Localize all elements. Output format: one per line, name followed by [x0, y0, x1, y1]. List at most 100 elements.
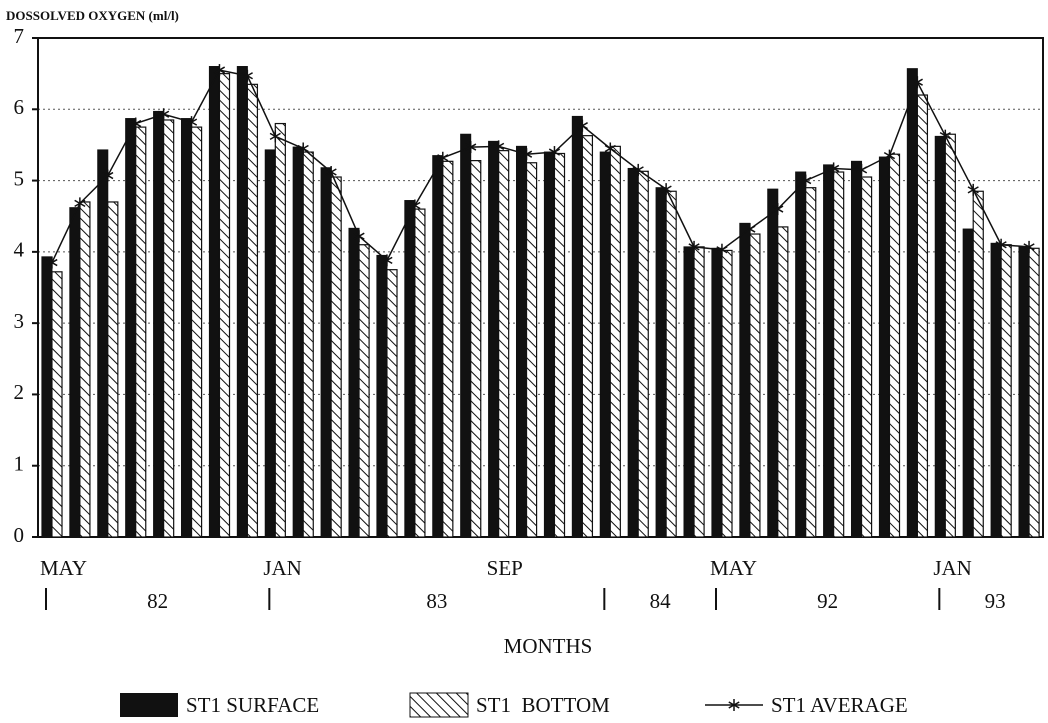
- average-marker: [967, 183, 979, 196]
- marker-stroke: [185, 118, 198, 126]
- bar: [972, 190, 984, 538]
- average-marker: [660, 183, 672, 196]
- bar: [292, 146, 304, 538]
- bar: [358, 244, 370, 538]
- bar: [498, 150, 510, 538]
- bar: [107, 201, 119, 538]
- y-tick-label: 5: [14, 166, 25, 190]
- average-marker: [213, 64, 226, 77]
- average-marker: [325, 166, 337, 179]
- bar: [190, 126, 203, 538]
- bar: [442, 160, 454, 538]
- bar: [777, 226, 789, 538]
- y-tick-label: 7: [14, 24, 25, 48]
- x-tick-label: MAY: [40, 556, 87, 580]
- bar: [571, 115, 583, 538]
- marker-stroke: [520, 150, 533, 158]
- bar: [208, 66, 220, 538]
- marker-stroke: [437, 154, 449, 162]
- marker-stroke: [241, 72, 253, 80]
- marker-stroke: [325, 168, 337, 176]
- x-tick-label: JAN: [263, 556, 302, 580]
- marker-stroke: [102, 171, 114, 180]
- year-label: 92: [817, 589, 838, 613]
- marker-stroke: [158, 110, 170, 118]
- average-marker: [995, 238, 1007, 251]
- bar: [683, 246, 695, 538]
- bar: [934, 135, 946, 538]
- bar: [637, 170, 649, 538]
- bar: [432, 155, 444, 538]
- marker-stroke: [74, 199, 86, 208]
- marker-stroke: [967, 186, 979, 194]
- bar: [962, 228, 974, 538]
- bar: [878, 156, 890, 538]
- average-marker: [716, 243, 728, 256]
- bar: [990, 242, 1002, 538]
- bar: [850, 160, 863, 538]
- y-tick-label: 6: [14, 95, 25, 119]
- marker-stroke: [269, 132, 281, 141]
- marker-stroke: [46, 258, 58, 267]
- average-marker: [493, 140, 505, 153]
- bar: [888, 153, 901, 538]
- average-marker: [297, 142, 309, 155]
- average-marker: [911, 76, 923, 89]
- average-marker: [158, 108, 170, 121]
- year-label: 83: [426, 589, 447, 613]
- bar: [274, 122, 286, 538]
- bar: [135, 126, 147, 538]
- marker-stroke: [744, 225, 756, 233]
- marker-stroke: [660, 185, 672, 193]
- marker-stroke: [828, 164, 840, 173]
- marker-stroke: [632, 166, 644, 174]
- bar: [749, 233, 761, 538]
- marker-stroke: [728, 701, 740, 709]
- bar: [236, 66, 248, 538]
- bar: [916, 94, 929, 538]
- bar: [302, 151, 314, 538]
- bar: [218, 73, 231, 538]
- average-marker: [465, 141, 477, 154]
- average-marker: [939, 129, 951, 142]
- marker-stroke: [995, 241, 1007, 249]
- marker-stroke: [939, 132, 951, 140]
- bar: [665, 190, 677, 538]
- year-label: 82: [147, 589, 168, 613]
- average-marker: [883, 149, 896, 162]
- bar: [767, 188, 779, 538]
- bar: [125, 118, 137, 538]
- average-marker: [604, 142, 616, 155]
- bar: [1018, 246, 1030, 538]
- bar: [180, 118, 193, 538]
- marker-stroke: [130, 119, 142, 128]
- bar: [599, 151, 611, 538]
- bar: [320, 167, 332, 538]
- marker-stroke: [409, 201, 421, 210]
- bar: [488, 140, 500, 538]
- average-marker: [409, 199, 421, 212]
- y-tick-label: 4: [14, 238, 25, 262]
- bar: [543, 151, 555, 538]
- average-marker: [102, 169, 114, 182]
- marker-stroke: [800, 176, 812, 185]
- bar: [944, 133, 956, 538]
- bar: [79, 201, 91, 538]
- bar: [1028, 247, 1040, 538]
- bar: [739, 222, 751, 538]
- legend-marker: [728, 699, 740, 711]
- bar: [386, 269, 398, 538]
- bar: [51, 271, 63, 538]
- bar: [525, 162, 538, 538]
- plot-frame: [37, 37, 1044, 538]
- bar: [906, 68, 918, 538]
- average-marker: [269, 130, 281, 143]
- marker-stroke: [381, 256, 393, 265]
- x-tick-label: MAY: [710, 556, 757, 580]
- legend-label: ST1 BOTTOM: [476, 693, 610, 717]
- bar: [655, 187, 667, 538]
- marker-stroke: [855, 166, 868, 174]
- bar: [609, 145, 621, 538]
- bar: [246, 83, 259, 538]
